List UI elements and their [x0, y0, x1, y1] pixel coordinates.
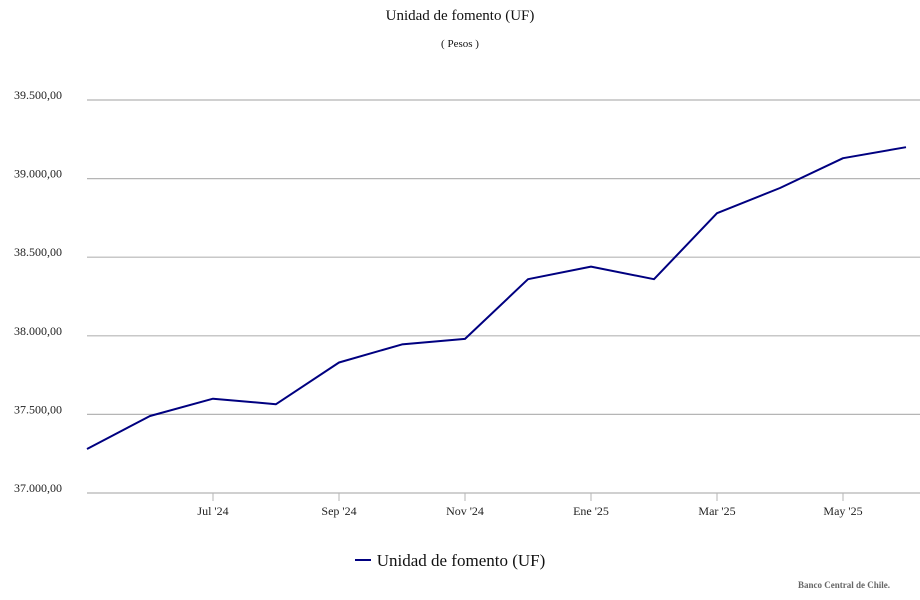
data-point[interactable]: [837, 152, 849, 164]
y-tick-label: 37.500,00: [14, 402, 62, 416]
x-tick-label: May '25: [823, 504, 862, 518]
y-tick-label: 39.500,00: [14, 88, 62, 102]
data-point[interactable]: [144, 410, 156, 422]
data-point[interactable]: [459, 333, 471, 345]
data-point[interactable]: [711, 207, 723, 219]
data-point[interactable]: [207, 393, 219, 405]
chart-subtitle: ( Pesos ): [441, 38, 479, 50]
series-line-uf[interactable]: [86, 146, 907, 450]
data-point[interactable]: [774, 182, 786, 194]
data-point[interactable]: [585, 261, 597, 273]
legend[interactable]: Unidad de fomento (UF): [0, 551, 900, 571]
data-point[interactable]: [396, 338, 408, 350]
data-point[interactable]: [648, 273, 660, 285]
y-tick-label: 38.000,00: [14, 324, 62, 338]
data-point[interactable]: [81, 443, 93, 455]
x-tick-label: Nov '24: [446, 504, 484, 518]
x-tick-label: Sep '24: [321, 504, 356, 518]
data-point[interactable]: [333, 357, 345, 369]
series-layer: [81, 141, 912, 455]
credits[interactable]: Banco Central de Chile.: [798, 580, 890, 590]
y-tick-label: 38.500,00: [14, 245, 62, 259]
chart-title: Unidad de fomento (UF): [385, 8, 535, 24]
x-tick-label: Mar '25: [698, 504, 735, 518]
y-tick-label: 39.000,00: [14, 167, 62, 181]
data-point[interactable]: [522, 273, 534, 285]
x-axis-ticks: Jul '24 Sep '24 Nov '24 Ene '25 Mar '25 May '…: [197, 493, 863, 518]
legend-line-icon: [354, 559, 371, 562]
data-point[interactable]: [900, 141, 912, 153]
y-tick-label: 37.000,00: [14, 481, 62, 495]
x-tick-label: Ene '25: [573, 504, 609, 518]
data-point[interactable]: [270, 398, 282, 410]
x-tick-label: Jul '24: [197, 504, 228, 518]
legend-label[interactable]: Unidad de fomento (UF): [376, 551, 546, 570]
grid-lines: [87, 99, 920, 494]
y-axis-ticks: 37.000,00 37.500,00 38.000,00 38.500,00 39.0…: [14, 88, 62, 495]
